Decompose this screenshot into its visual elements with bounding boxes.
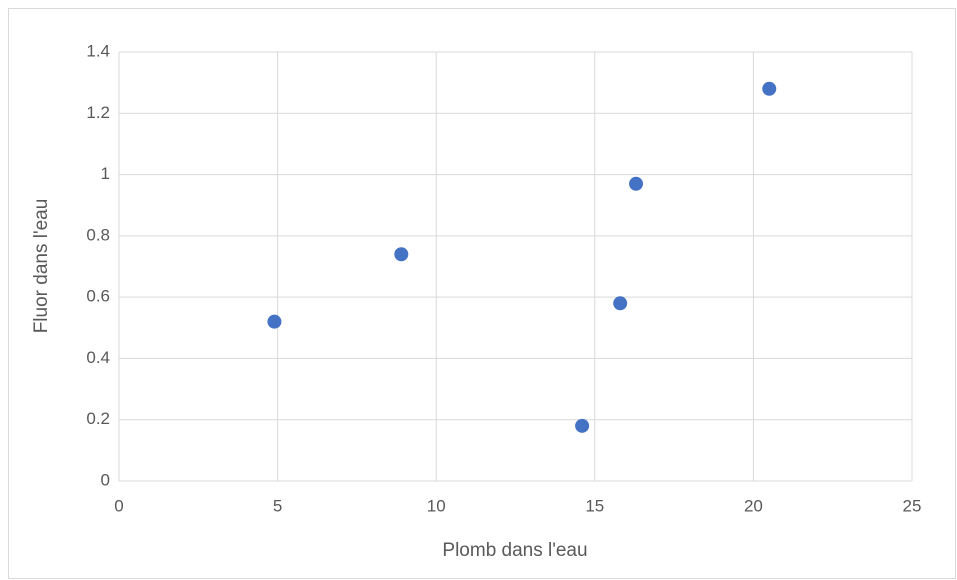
y-tick-label: 0.6 [86,287,110,306]
x-axis-label: Plomb dans l'eau [442,540,587,561]
point [394,247,409,262]
point [575,418,590,433]
x-tick-label: 5 [273,496,282,515]
y-tick-label: 1 [101,164,110,183]
x-tick-label: 15 [585,496,604,515]
point [629,176,644,191]
chart-border [8,8,956,579]
x-tick-label: 20 [744,496,763,515]
point [613,296,628,311]
y-axis-label: Fluor dans l'eau [31,199,52,334]
y-tick-label: 1.4 [86,41,110,60]
x-tick-label: 25 [903,496,922,515]
y-tick-label: 0.8 [86,225,110,244]
y-tick-label: 0.4 [86,348,110,367]
point [762,81,777,96]
x-tick-label: 10 [427,496,446,515]
x-tick-label: 0 [114,496,123,515]
y-tick-label: 0.2 [86,409,110,428]
point [267,314,282,329]
y-tick-label: 1.2 [86,103,110,122]
y-tick-label: 0 [101,470,110,489]
